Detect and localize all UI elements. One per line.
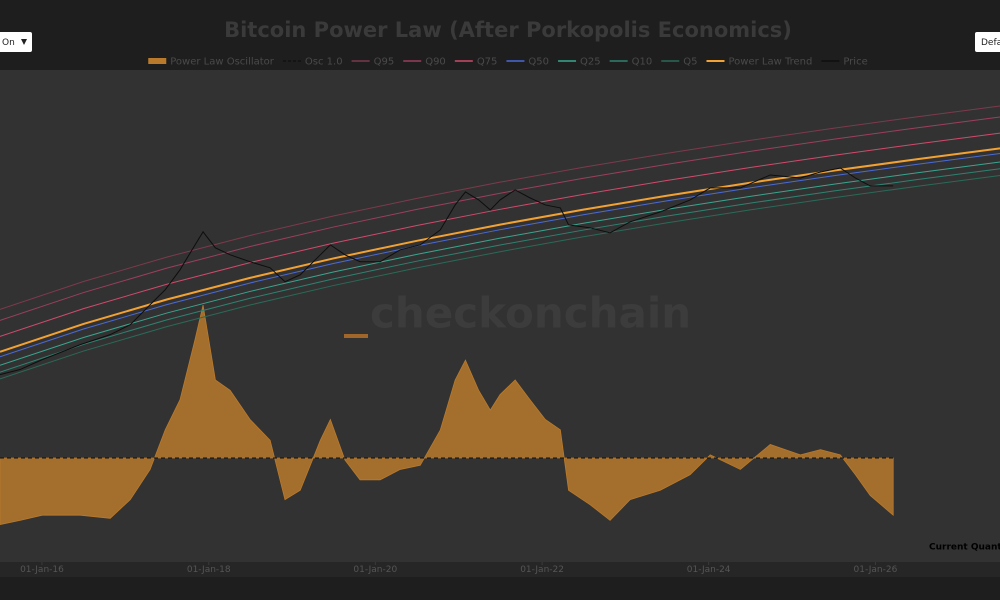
x-tick-label: 01-Jan-16 (20, 565, 64, 575)
legend-label: Q50 (528, 57, 549, 68)
oscillator-area (0, 304, 894, 525)
series-line (0, 132, 1000, 337)
series-line (0, 105, 1000, 310)
legend-label: Price (843, 57, 867, 68)
legend: Power Law Oscillator Osc 1.0 Q95 Q90 Q75 Q50 Q… (148, 57, 868, 68)
dropdown-box[interactable] (0, 32, 32, 52)
legend-label: Q25 (580, 57, 601, 68)
preset-control[interactable]: Defa (975, 32, 1000, 52)
series-line (0, 168, 1000, 373)
legend-label: Q75 (477, 57, 498, 68)
watermark-bar (344, 334, 368, 338)
legend-item: Q50 (506, 57, 549, 68)
legend-item: Osc 1.0 (282, 57, 343, 68)
legend-item: Q5 (661, 57, 697, 68)
legend-item: Q25 (558, 57, 601, 68)
dropdown-label[interactable]: Defa (981, 38, 1000, 48)
legend-item: Q10 (609, 57, 653, 68)
legend-label: Osc 1.0 (305, 57, 343, 68)
x-tick-label: 01-Jan-26 (854, 565, 898, 575)
dropdown-arrow (21, 39, 27, 45)
chart-title: Bitcoin Power Law (After Porkopolis Econ… (224, 18, 792, 42)
series-line (0, 116, 1000, 321)
legend-item: Price (821, 57, 868, 68)
legend-item: Power Law Oscillator (148, 57, 275, 68)
x-axis-band (0, 562, 1000, 577)
x-tick-label: 01-Jan-18 (187, 565, 231, 575)
legend-label: Power Law Trend (728, 57, 812, 68)
watermark: checkonchain (370, 289, 691, 338)
series-line (0, 161, 1000, 366)
plot-area (0, 70, 1000, 562)
series-line (0, 153, 1000, 358)
series-line (0, 167, 894, 376)
legend-label: Power Law Oscillator (170, 57, 275, 68)
toggle-control[interactable]: On (0, 32, 32, 52)
legend-item: Power Law Trend (706, 57, 812, 68)
legend-label: Q90 (425, 57, 446, 68)
dropdown-label[interactable]: On (2, 38, 15, 48)
legend-swatch (148, 58, 167, 64)
dropdown-box[interactable] (975, 32, 1000, 52)
legend-item: Q90 (403, 57, 446, 68)
legend-label: Q10 (632, 57, 653, 68)
series-line (0, 147, 1000, 353)
annotation: Current Quant (929, 543, 1000, 553)
legend-item: Q95 (351, 57, 395, 68)
x-tick-label: 01-Jan-20 (353, 565, 397, 575)
legend-label: Q95 (374, 57, 395, 68)
plot-layer (0, 105, 1000, 525)
series-line (0, 175, 1000, 380)
legend-label: Q5 (683, 57, 697, 68)
x-tick-label: 01-Jan-22 (520, 565, 564, 575)
x-tick-label: 01-Jan-24 (687, 565, 731, 575)
legend-item: Q75 (454, 57, 498, 68)
